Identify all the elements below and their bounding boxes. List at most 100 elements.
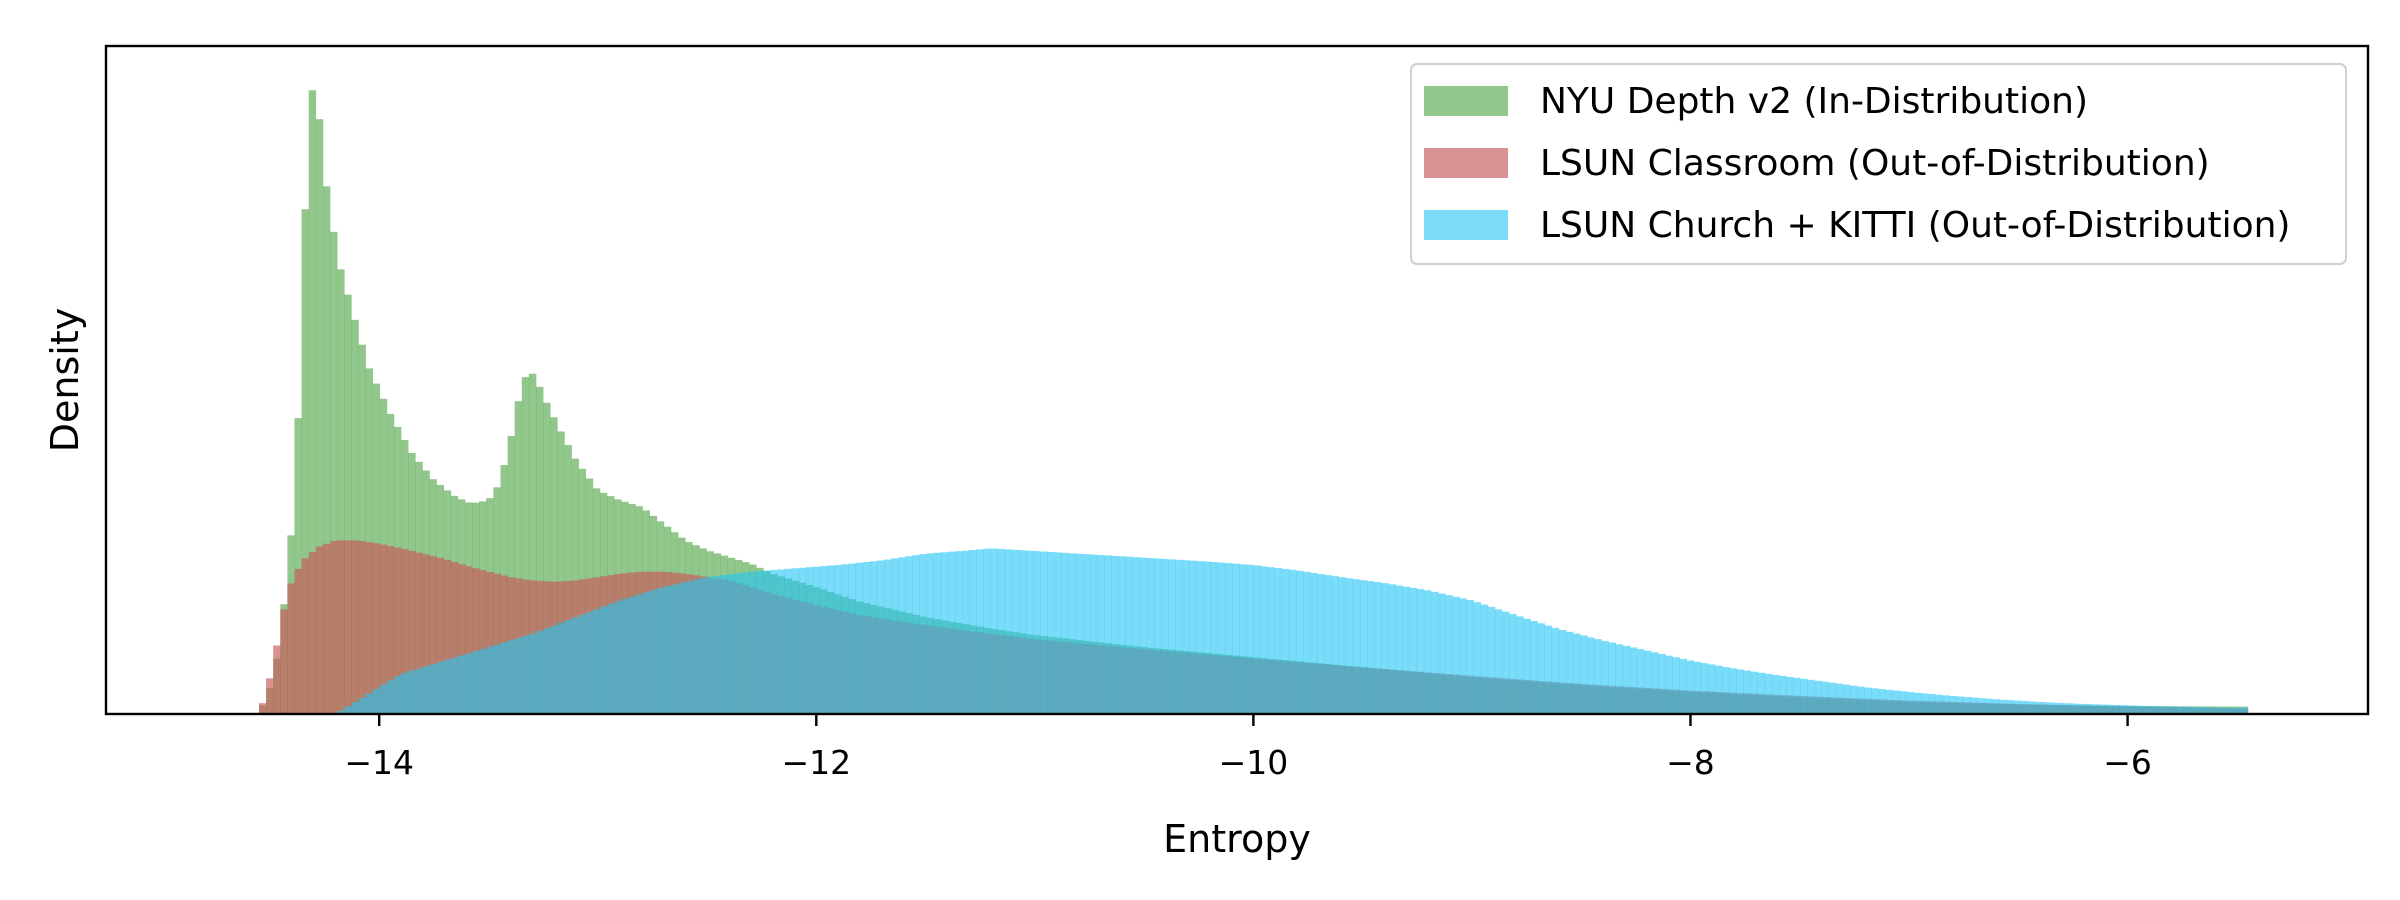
histogram-bar xyxy=(365,368,373,714)
histogram-bar xyxy=(386,680,395,714)
histogram-bar xyxy=(1984,698,1993,714)
histogram-bar xyxy=(1956,696,1965,714)
histogram-bar xyxy=(436,661,445,714)
histogram-bar xyxy=(1402,586,1410,714)
histogram-bar xyxy=(983,548,991,714)
histogram-bar xyxy=(592,609,601,714)
histogram-bar xyxy=(585,612,594,714)
histogram-bar xyxy=(287,583,295,714)
histogram-bar xyxy=(337,710,345,714)
histogram-bar xyxy=(330,231,338,714)
histogram-bar xyxy=(990,548,999,714)
histogram-bar xyxy=(1182,560,1190,714)
histogram-bar xyxy=(1921,693,1929,714)
histogram-bar xyxy=(1104,555,1112,714)
histogram-bar xyxy=(1850,685,1858,714)
histogram-bar xyxy=(521,377,530,714)
histogram-bar xyxy=(457,655,466,714)
histogram-bar xyxy=(472,568,480,714)
histogram-bar xyxy=(1054,552,1062,714)
histogram-bar xyxy=(401,549,409,714)
histogram-bar xyxy=(2148,706,2156,714)
histogram-bar xyxy=(1892,690,1901,714)
histogram-bar xyxy=(727,574,736,714)
histogram-bar xyxy=(1139,557,1148,714)
histogram-bar xyxy=(2041,702,2050,714)
x-tick-label: −6 xyxy=(2103,743,2152,782)
histogram-bar xyxy=(891,558,899,714)
histogram-bar xyxy=(322,186,331,714)
histogram-bar xyxy=(706,576,714,714)
histogram-bar xyxy=(1338,577,1347,714)
histogram-bar xyxy=(1203,561,1212,714)
histogram-bar xyxy=(1658,653,1666,714)
histogram-bar xyxy=(422,554,430,714)
histogram-bar xyxy=(791,568,800,714)
histogram-bar xyxy=(1530,621,1538,714)
histogram-bar xyxy=(614,601,622,714)
histogram-bar xyxy=(358,344,366,714)
histogram-bar xyxy=(1764,673,1773,714)
histogram-bar xyxy=(2119,705,2128,714)
histogram-bar xyxy=(1168,559,1176,714)
histogram-bar xyxy=(514,401,523,714)
histogram-bar xyxy=(756,571,764,714)
histogram-bar xyxy=(1928,694,1936,714)
histogram-bar xyxy=(1125,556,1133,714)
histogram-bar xyxy=(351,540,359,714)
histogram-bar xyxy=(2020,700,2028,714)
histogram-bar xyxy=(1999,699,2007,714)
x-axis-ticks: −14 −12 −10 −8 −6 xyxy=(344,714,2152,782)
histogram-bar xyxy=(1608,642,1616,714)
histogram-bar xyxy=(1459,598,1467,714)
histogram-bar xyxy=(1963,697,1972,714)
histogram-bar xyxy=(1544,625,1553,714)
histogram-bar xyxy=(678,582,686,714)
histogram-bar xyxy=(1736,669,1744,714)
histogram-bar xyxy=(1700,663,1709,714)
plot-frame xyxy=(104,44,2370,716)
histogram-bar xyxy=(1026,550,1034,714)
histogram-bar xyxy=(1068,553,1077,714)
histogram-bar xyxy=(386,546,395,714)
histogram-bar xyxy=(578,614,587,714)
histogram-bar xyxy=(2155,706,2163,714)
legend-label: NYU Depth v2 (In-Distribution) xyxy=(1540,81,2088,122)
histogram-bar xyxy=(564,620,572,714)
histogram-bar xyxy=(294,418,302,714)
histogram-bar xyxy=(294,568,302,714)
histogram-bar xyxy=(1473,602,1482,714)
histogram-bar xyxy=(1722,667,1730,714)
histogram-bar xyxy=(1288,569,1297,714)
histogram-bar xyxy=(358,697,366,714)
histogram-bar xyxy=(1239,564,1247,714)
histogram-bar xyxy=(1480,604,1489,714)
histogram-bar xyxy=(1082,554,1091,714)
histogram-bar xyxy=(393,547,402,714)
histogram-bar xyxy=(450,657,459,714)
histogram-bar xyxy=(1594,639,1602,714)
histogram-bar xyxy=(1466,600,1474,714)
x-tick-label: −12 xyxy=(781,743,851,782)
histogram-bar xyxy=(2134,705,2142,714)
histogram-bar xyxy=(415,668,423,714)
legend: NYU Depth v2 (In-Distribution) LSUN Class… xyxy=(1410,63,2347,265)
histogram-bar xyxy=(322,543,331,714)
histogram-bar xyxy=(777,569,785,714)
histogram-bar xyxy=(1345,578,1354,714)
histogram-bar xyxy=(820,566,828,714)
histogram-bar xyxy=(1771,674,1780,714)
histogram-bar xyxy=(337,540,345,714)
histogram-bar xyxy=(1615,644,1624,714)
histogram-bar xyxy=(2205,707,2213,714)
histogram-bar xyxy=(1331,576,1339,714)
histogram-bar xyxy=(301,558,310,714)
histogram-bar xyxy=(507,640,516,714)
histogram-bar xyxy=(1864,687,1872,714)
histogram-bar xyxy=(607,603,615,714)
x-axis-title: Entropy xyxy=(1163,817,1311,861)
histogram-bar xyxy=(1992,699,2000,714)
histogram-bar xyxy=(2141,705,2149,714)
histogram-bar xyxy=(1367,581,1375,714)
